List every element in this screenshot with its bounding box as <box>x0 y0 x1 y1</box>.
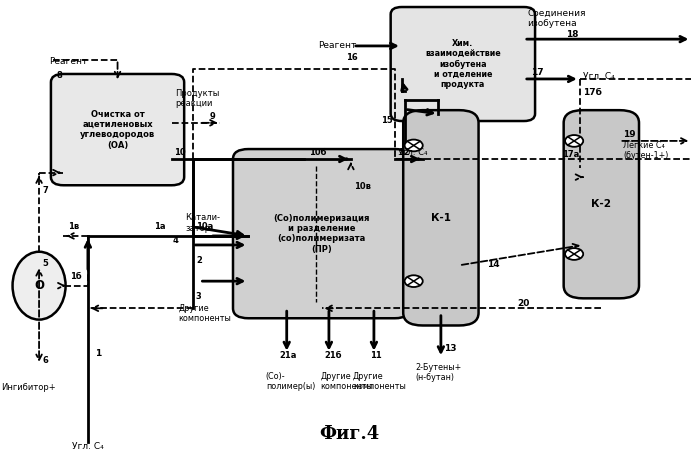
Text: (Со)полимеризация
и разделение
(со)полимеризата
(ПР): (Со)полимеризация и разделение (со)полим… <box>273 213 370 254</box>
Text: Реагент: Реагент <box>318 41 356 50</box>
Text: Угл. С₄: Угл. С₄ <box>398 148 428 157</box>
Text: 19: 19 <box>623 129 635 138</box>
Text: Соединения
изобутена: Соединения изобутена <box>527 9 586 28</box>
Text: 21а: 21а <box>280 351 297 360</box>
Circle shape <box>565 248 583 260</box>
Text: 2-Бутены+
(н-бутан): 2-Бутены+ (н-бутан) <box>416 363 462 382</box>
Text: 20: 20 <box>517 299 529 308</box>
Text: Катали-
затор: Катали- затор <box>185 213 221 233</box>
Text: Лёгкие С₄
(бутен-1+): Лёгкие С₄ (бутен-1+) <box>623 141 668 160</box>
Text: 11: 11 <box>370 351 382 360</box>
Text: 17б: 17б <box>583 88 602 97</box>
Text: Другие
компоненты: Другие компоненты <box>353 372 406 391</box>
Text: О: О <box>34 279 44 292</box>
FancyBboxPatch shape <box>403 110 479 326</box>
Text: 9: 9 <box>210 112 216 120</box>
Text: 3: 3 <box>195 292 201 301</box>
FancyBboxPatch shape <box>233 149 410 318</box>
Text: 8: 8 <box>57 71 62 80</box>
Text: 7: 7 <box>43 186 48 195</box>
Text: 14: 14 <box>487 260 500 269</box>
Text: К-2: К-2 <box>591 199 612 209</box>
Text: Другие
компоненты: Другие компоненты <box>178 304 231 323</box>
Text: Хим.
взаимодействие
изобутена
и отделение
продукта: Хим. взаимодействие изобутена и отделени… <box>425 39 500 89</box>
Text: 1а: 1а <box>154 222 166 232</box>
Text: Реагент: Реагент <box>50 57 88 66</box>
Text: 6: 6 <box>43 356 48 365</box>
FancyBboxPatch shape <box>51 74 184 185</box>
Text: 17а: 17а <box>562 150 579 159</box>
Text: 2: 2 <box>196 256 202 265</box>
Text: 1б: 1б <box>71 272 82 281</box>
Text: 12: 12 <box>398 148 410 157</box>
FancyBboxPatch shape <box>391 7 535 121</box>
Text: 1в: 1в <box>69 222 80 232</box>
Text: 1: 1 <box>95 349 101 358</box>
Text: (Со)-
полимер(ы): (Со)- полимер(ы) <box>266 372 315 391</box>
Text: К-1: К-1 <box>431 213 451 223</box>
Text: Фиг.4: Фиг.4 <box>319 425 380 443</box>
Text: 21б: 21б <box>324 351 342 360</box>
Ellipse shape <box>13 252 66 320</box>
Text: Угл. С₄: Угл. С₄ <box>583 72 615 81</box>
Text: Угл. С₄: Угл. С₄ <box>72 442 103 451</box>
Text: 15: 15 <box>381 116 393 125</box>
Text: Продукты
реакции: Продукты реакции <box>175 89 219 109</box>
Circle shape <box>405 275 423 287</box>
Text: 10б: 10б <box>309 148 326 157</box>
Text: 5: 5 <box>43 258 48 267</box>
Text: Очистка от
ацетиленовых
углеводородов
(ОА): Очистка от ацетиленовых углеводородов (О… <box>80 109 155 150</box>
Text: 13: 13 <box>445 345 457 354</box>
Text: 10в: 10в <box>354 182 371 191</box>
FancyBboxPatch shape <box>563 110 639 298</box>
Text: 10а: 10а <box>196 222 213 232</box>
Text: 16: 16 <box>346 53 358 62</box>
Text: 10: 10 <box>174 148 185 157</box>
Text: 17: 17 <box>531 68 544 77</box>
Circle shape <box>565 135 583 147</box>
Text: Другие
компоненты: Другие компоненты <box>320 372 373 391</box>
Text: Ингибитор+: Ингибитор+ <box>1 383 56 392</box>
Text: 4: 4 <box>173 236 178 245</box>
Text: 18: 18 <box>565 30 578 39</box>
Circle shape <box>405 139 423 151</box>
